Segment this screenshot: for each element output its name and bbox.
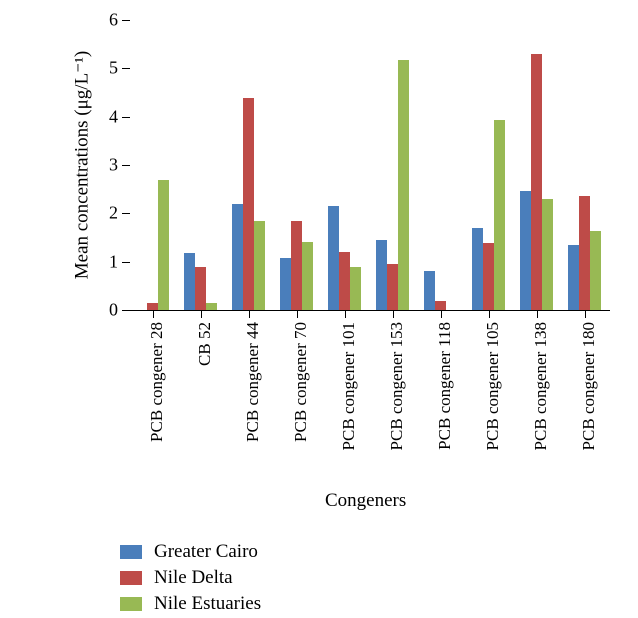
bar (568, 245, 579, 310)
legend-item: Nile Estuaries (120, 592, 261, 616)
x-tick-label: PCB congener 101 (339, 322, 359, 450)
y-tick-label: 5 (109, 58, 118, 79)
plot-area: Mean concentrations (μg/L⁻¹) 0123456PCB … (130, 20, 610, 311)
x-tick (489, 310, 490, 318)
x-tick-label: PCB congener 28 (147, 322, 167, 442)
x-axis-label: Congeners (325, 490, 406, 512)
chart-container: Mean concentrations (μg/L⁻¹) 0123456PCB … (70, 20, 610, 350)
x-tick-label: PCB congener 118 (435, 322, 455, 450)
x-tick (585, 310, 586, 318)
bar (398, 60, 409, 310)
legend-swatch (120, 597, 142, 611)
x-tick-label: PCB congener 180 (579, 322, 599, 450)
x-tick (201, 310, 202, 318)
bar (206, 303, 217, 310)
y-tick (122, 310, 130, 311)
legend-label: Nile Delta (154, 567, 233, 589)
x-tick-label: PCB congener 44 (243, 322, 263, 442)
legend: Greater Cairo Nile Delta Nile Estuaries (120, 540, 261, 618)
legend-label: Nile Estuaries (154, 593, 261, 615)
bar (158, 180, 169, 311)
bar (531, 54, 542, 310)
legend-swatch (120, 545, 142, 559)
bar (184, 253, 195, 310)
legend-item: Greater Cairo (120, 540, 261, 564)
x-tick (345, 310, 346, 318)
x-tick (249, 310, 250, 318)
bar (254, 221, 265, 310)
y-tick (122, 262, 130, 263)
x-tick-label: PCB congener 138 (531, 322, 551, 450)
bar (376, 240, 387, 310)
bar (472, 228, 483, 310)
x-tick-label: PCB congener 153 (387, 322, 407, 450)
bar (195, 267, 206, 311)
y-tick (122, 20, 130, 21)
y-tick-label: 2 (109, 203, 118, 224)
bar (424, 271, 435, 310)
bar (280, 258, 291, 310)
bar (387, 264, 398, 310)
bar (494, 120, 505, 310)
bar (302, 242, 313, 310)
bar (435, 301, 446, 310)
y-tick (122, 165, 130, 166)
y-tick (122, 117, 130, 118)
y-tick-label: 6 (109, 10, 118, 31)
bar (291, 221, 302, 310)
x-tick-label: PCB congener 105 (483, 322, 503, 450)
bar (147, 303, 158, 310)
x-tick (297, 310, 298, 318)
y-axis-label: Mean concentrations (μg/L⁻¹) (71, 51, 94, 280)
bar (520, 191, 531, 310)
y-tick-label: 3 (109, 155, 118, 176)
x-tick-label: CB 52 (195, 322, 215, 366)
bar (579, 196, 590, 310)
y-tick (122, 213, 130, 214)
bar (339, 252, 350, 310)
bar (232, 204, 243, 310)
legend-swatch (120, 571, 142, 585)
y-tick-label: 1 (109, 251, 118, 272)
legend-label: Greater Cairo (154, 541, 258, 563)
x-tick (537, 310, 538, 318)
bar (590, 231, 601, 310)
y-tick-label: 0 (109, 300, 118, 321)
bar (243, 98, 254, 310)
x-tick (153, 310, 154, 318)
bar (542, 199, 553, 310)
x-tick (441, 310, 442, 318)
bar (350, 267, 361, 311)
y-tick-label: 4 (109, 106, 118, 127)
y-tick (122, 68, 130, 69)
legend-item: Nile Delta (120, 566, 261, 590)
bar (483, 243, 494, 310)
x-tick-label: PCB congener 70 (291, 322, 311, 442)
x-tick (393, 310, 394, 318)
bar (328, 206, 339, 310)
